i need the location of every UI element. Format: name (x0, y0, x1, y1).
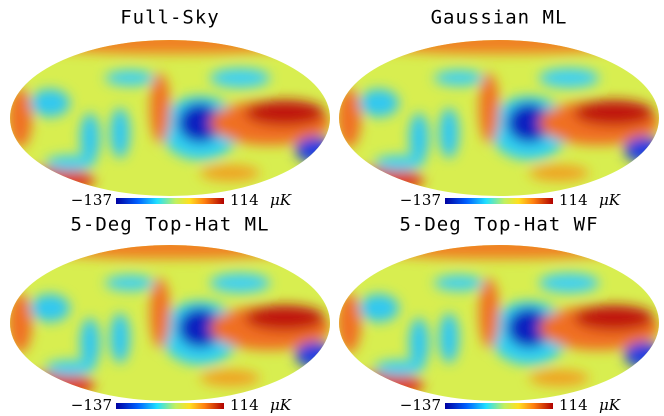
colorbar (445, 403, 553, 409)
map-panel: Gaussian ML −137 114 μK (329, 7, 664, 209)
colorbar-min: −137 (71, 191, 112, 209)
colorbar-min: −137 (400, 396, 441, 414)
map-panel: Full-Sky −137 114 μK (0, 7, 340, 209)
colorbar (116, 198, 224, 204)
sky-map (0, 28, 340, 208)
colorbar-min: −137 (400, 191, 441, 209)
colorbar-min: −137 (71, 396, 112, 414)
sky-map (0, 233, 340, 413)
colorbar-unit: μK (599, 191, 621, 209)
sky-map (329, 233, 664, 413)
colorbar-unit: μK (599, 396, 621, 414)
panel-title: 5-Deg Top-Hat ML (70, 214, 269, 236)
map-panel: 5-Deg Top-Hat ML −137 114 μK (0, 214, 340, 414)
colorbar (116, 403, 224, 409)
colorbar-unit: μK (270, 396, 292, 414)
panel-title: Gaussian ML (431, 7, 568, 29)
colorbar-max: 114 (559, 191, 588, 209)
colorbar-max: 114 (559, 396, 588, 414)
colorbar (445, 198, 553, 204)
panel-title: 5-Deg Top-Hat WF (399, 214, 598, 236)
map-panel: 5-Deg Top-Hat WF −137 114 μK (329, 214, 664, 414)
colorbar-max: 114 (230, 396, 259, 414)
sky-map (329, 28, 664, 208)
colorbar-unit: μK (270, 191, 292, 209)
colorbar-max: 114 (230, 191, 259, 209)
panel-title: Full-Sky (120, 7, 220, 29)
